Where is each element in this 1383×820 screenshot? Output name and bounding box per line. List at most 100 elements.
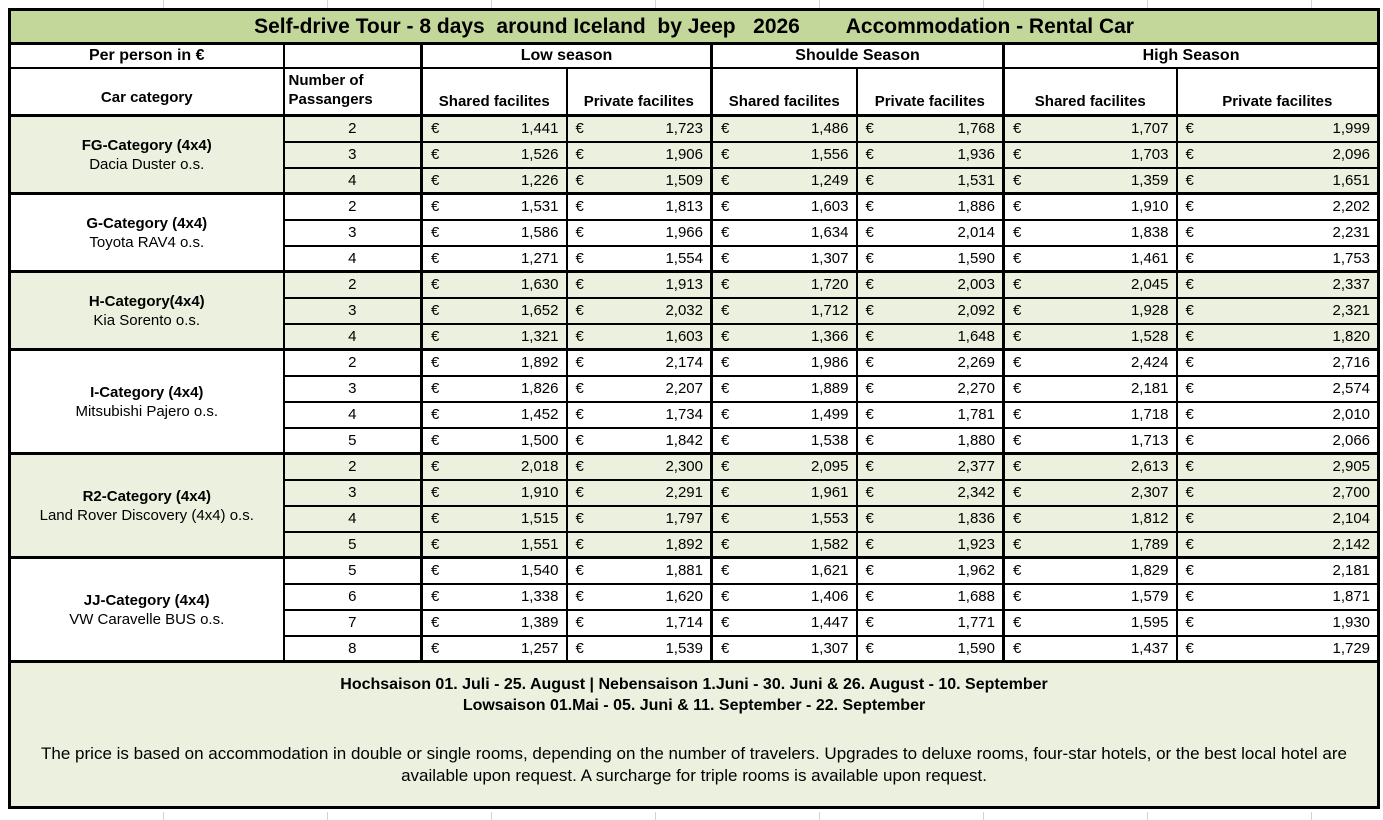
price-cell: €2,269 <box>856 349 1005 377</box>
price-value: 1,389 <box>520 614 559 631</box>
price-cell: €1,734 <box>566 401 713 429</box>
price-row: 4 €1,515 €1,797 €1,553 €1,836 €1,812 €2,104 <box>10 505 1379 533</box>
price-cell: €1,531 <box>421 193 568 221</box>
price-value: 1,652 <box>520 302 559 319</box>
currency-symbol: € <box>575 276 584 294</box>
car-category-cell: FG-Category (4x4) Dacia Duster o.s. <box>9 115 285 195</box>
price-cell: €1,962 <box>856 557 1005 585</box>
price-value: 1,789 <box>1130 535 1169 553</box>
price-cell: €1,249 <box>711 167 858 195</box>
passenger-count-cell: 4 <box>283 167 423 195</box>
price-row: 4 €1,321 €1,603 €1,366 €1,648 €1,528 €1,820 <box>10 323 1379 351</box>
price-cell: €1,595 <box>1003 609 1178 637</box>
currency-symbol: € <box>1013 249 1022 267</box>
price-value: 1,226 <box>520 171 559 189</box>
price-value: 2,300 <box>665 458 703 476</box>
price-cell: €1,881 <box>566 557 713 585</box>
currency-symbol: € <box>1185 302 1194 319</box>
price-value: 1,359 <box>1130 171 1169 189</box>
passenger-count-cell: 6 <box>283 583 423 611</box>
price-cell: €2,231 <box>1176 219 1379 247</box>
price-value: 1,556 <box>810 146 849 163</box>
price-value: 2,181 <box>1130 380 1169 397</box>
currency-symbol: € <box>1185 614 1194 631</box>
passenger-count-cell: 5 <box>283 427 423 455</box>
price-value: 1,321 <box>520 327 559 345</box>
passenger-count-cell: 2 <box>283 271 423 299</box>
price-value: 2,104 <box>1332 510 1371 527</box>
currency-symbol: € <box>431 562 440 580</box>
price-value: 1,936 <box>957 146 995 163</box>
currency-symbol: € <box>1013 510 1022 527</box>
currency-symbol: € <box>575 249 584 267</box>
car-category-cell: JJ-Category (4x4) VW Caravelle BUS o.s. <box>9 557 285 663</box>
car-category-name: FG-Category (4x4) <box>81 136 212 154</box>
currency-symbol: € <box>721 431 730 449</box>
price-table: Self-drive Tour - 8 days around Iceland … <box>8 8 1381 809</box>
currency-symbol: € <box>721 224 730 241</box>
season-dates-line2: Lowsaison 01.Mai - 05. Juni & 11. Septem… <box>462 697 926 714</box>
price-cell: €1,829 <box>1003 557 1178 585</box>
currency-symbol: € <box>431 614 440 631</box>
currency-symbol: € <box>1185 354 1194 372</box>
price-row: 8 €1,257 €1,539 €1,307 €1,590 €1,437 €1,729 <box>10 635 1379 663</box>
price-value: 2,003 <box>957 276 995 294</box>
price-cell: €1,936 <box>856 141 1005 169</box>
price-cell: €1,538 <box>711 427 858 455</box>
currency-symbol: € <box>865 458 874 476</box>
season-header-high: High Season <box>1003 43 1379 69</box>
currency-symbol: € <box>431 276 440 294</box>
currency-symbol: € <box>1013 146 1022 163</box>
currency-symbol: € <box>1185 406 1194 423</box>
currency-symbol: € <box>1013 224 1022 241</box>
currency-symbol: € <box>575 614 584 631</box>
price-cell: €2,700 <box>1176 479 1379 507</box>
price-value: 1,881 <box>665 562 703 580</box>
currency-symbol: € <box>721 639 730 657</box>
price-cell: €1,307 <box>711 635 858 663</box>
price-value: 2,574 <box>1332 380 1371 397</box>
car-model: Land Rover Discovery (4x4) o.s. <box>39 506 254 524</box>
price-cell: €1,452 <box>421 401 568 429</box>
price-row: 4 €1,452 €1,734 €1,499 €1,781 €1,718 €2,010 <box>10 401 1379 429</box>
price-cell: €2,174 <box>566 349 713 377</box>
price-value: 1,406 <box>810 588 849 605</box>
price-value: 1,880 <box>957 431 995 449</box>
price-cell: €1,515 <box>421 505 568 533</box>
price-value: 1,621 <box>810 562 849 580</box>
price-value: 2,269 <box>957 354 995 372</box>
price-cell: €1,441 <box>421 115 568 143</box>
price-value: 1,554 <box>665 249 703 267</box>
car-category-cell: H-Category(4x4) Kia Sorento o.s. <box>9 271 285 351</box>
currency-symbol: € <box>575 535 584 553</box>
price-cell: €2,142 <box>1176 531 1379 559</box>
price-cell: €2,300 <box>566 453 713 481</box>
currency-symbol: € <box>1185 276 1194 294</box>
price-value: 2,716 <box>1332 354 1371 372</box>
price-value: 1,579 <box>1130 588 1169 605</box>
season-dates-line1: Hochsaison 01. Juli - 25. August | Neben… <box>340 676 1048 693</box>
footer-row: Hochsaison 01. Juli - 25. August | Neben… <box>9 661 1379 808</box>
per-person-label: Per person in € <box>9 43 285 69</box>
price-value: 1,528 <box>1130 327 1169 345</box>
price-value: 2,231 <box>1332 224 1371 241</box>
currency-symbol: € <box>1013 380 1022 397</box>
currency-symbol: € <box>1185 458 1194 476</box>
price-value: 1,447 <box>810 614 849 631</box>
price-value: 1,249 <box>810 171 849 189</box>
price-value: 1,771 <box>957 614 995 631</box>
price-cell: €1,590 <box>856 635 1005 663</box>
price-cell: €1,651 <box>1176 167 1379 195</box>
price-value: 2,045 <box>1130 276 1169 294</box>
price-value: 1,781 <box>957 406 995 423</box>
currency-symbol: € <box>575 380 584 397</box>
price-value: 1,966 <box>665 224 703 241</box>
price-value: 1,688 <box>957 588 995 605</box>
price-value: 1,539 <box>665 639 703 657</box>
currency-symbol: € <box>865 562 874 580</box>
passenger-count-cell: 4 <box>283 323 423 351</box>
currency-symbol: € <box>575 639 584 657</box>
currency-symbol: € <box>1013 327 1022 345</box>
price-value: 1,712 <box>810 302 849 319</box>
